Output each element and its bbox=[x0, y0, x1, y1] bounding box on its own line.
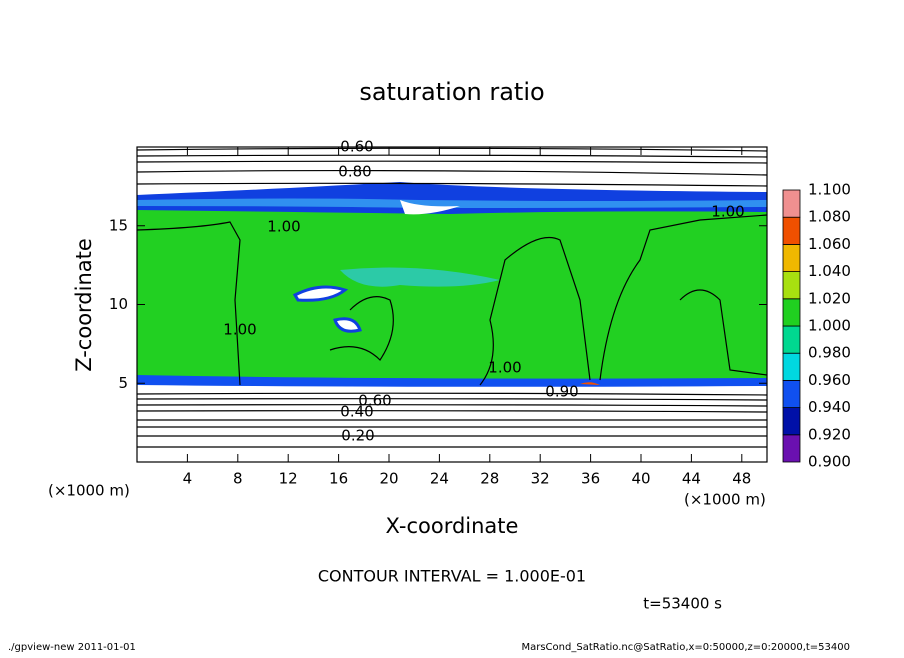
contour-label: 1.00 bbox=[223, 321, 256, 339]
x-tick-label: 48 bbox=[732, 470, 751, 488]
x-tick-label: 28 bbox=[480, 470, 499, 488]
y-tick-label: 5 bbox=[118, 374, 128, 392]
colorbar-label: 1.000 bbox=[808, 317, 851, 335]
colorbar-label: 0.960 bbox=[808, 371, 851, 389]
x-tick-label: 32 bbox=[531, 470, 550, 488]
field-cyan-patch bbox=[340, 267, 500, 287]
y-axis-label: Z-coordinate bbox=[72, 238, 96, 372]
y-tick-label: 10 bbox=[109, 295, 128, 313]
annotation: MarsCond_SatRatio.nc@SatRatio,x=0:50000,… bbox=[521, 642, 850, 653]
colorbar-label: 1.080 bbox=[808, 208, 851, 226]
field-light-band bbox=[137, 198, 767, 208]
annotation: t=53400 s bbox=[643, 595, 722, 613]
annotation: ./gpview-new 2011-01-01 bbox=[8, 642, 136, 653]
x-tick-label: 20 bbox=[379, 470, 398, 488]
field-green bbox=[137, 200, 767, 390]
chart-title: saturation ratio bbox=[359, 78, 544, 106]
x-tick-label: 8 bbox=[233, 470, 243, 488]
field-white-patch bbox=[400, 200, 460, 215]
colorbar-box bbox=[782, 216, 801, 245]
colorbar-label: 1.060 bbox=[808, 235, 851, 253]
x-tick-label: 16 bbox=[329, 470, 348, 488]
annotation: CONTOUR INTERVAL = 1.000E-01 bbox=[318, 567, 586, 586]
field-lower-band bbox=[137, 375, 767, 390]
colorbar-box bbox=[782, 271, 801, 300]
x-unit-label: (×1000 m) bbox=[684, 491, 766, 509]
x-tick-label: 40 bbox=[631, 470, 650, 488]
x-tick-label: 36 bbox=[581, 470, 600, 488]
x-tick-label: 24 bbox=[430, 470, 449, 488]
colorbar-box bbox=[782, 243, 801, 272]
field-white-patch bbox=[292, 285, 349, 302]
y-tick-label: 15 bbox=[109, 216, 128, 234]
x-tick-label: 44 bbox=[682, 470, 701, 488]
colorbar-label: 0.900 bbox=[808, 453, 851, 471]
colorbar-label: 1.040 bbox=[808, 262, 851, 280]
colorbar-box bbox=[782, 189, 801, 218]
colorbar-label: 0.920 bbox=[808, 425, 851, 443]
contour-lines bbox=[136, 147, 768, 448]
contour-label: 0.60 bbox=[358, 392, 391, 410]
colorbar-box bbox=[782, 325, 801, 354]
colorbar-box bbox=[782, 298, 801, 327]
field-lower-white bbox=[137, 385, 767, 462]
colorbar-label: 1.020 bbox=[808, 289, 851, 307]
contour-label: 0.90 bbox=[545, 383, 578, 401]
field-white-patch bbox=[333, 317, 362, 333]
x-tick-label: 4 bbox=[183, 470, 193, 488]
contour-label: 0.60 bbox=[340, 138, 373, 156]
contour-label: 1.00 bbox=[711, 203, 744, 221]
colorbar-box bbox=[782, 379, 801, 408]
contour-label: 1.00 bbox=[488, 359, 521, 377]
x-axis-label: X-coordinate bbox=[386, 514, 519, 538]
x-unit-label: (×1000 m) bbox=[48, 482, 130, 500]
colorbar-label: 0.940 bbox=[808, 398, 851, 416]
contour-label: 0.40 bbox=[340, 403, 373, 421]
colorbar-box bbox=[782, 407, 801, 436]
contour-label: 0.80 bbox=[338, 163, 371, 181]
x-tick-label: 12 bbox=[279, 470, 298, 488]
colorbar-box bbox=[782, 352, 801, 381]
colorbar-label: 0.980 bbox=[808, 344, 851, 362]
colorbar-label: 1.100 bbox=[808, 181, 851, 199]
contour-label: 0.20 bbox=[341, 427, 374, 445]
contour-label: 1.00 bbox=[267, 218, 300, 236]
colorbar-box bbox=[782, 434, 801, 463]
field bbox=[136, 147, 768, 462]
field-orange-patch bbox=[580, 382, 600, 385]
